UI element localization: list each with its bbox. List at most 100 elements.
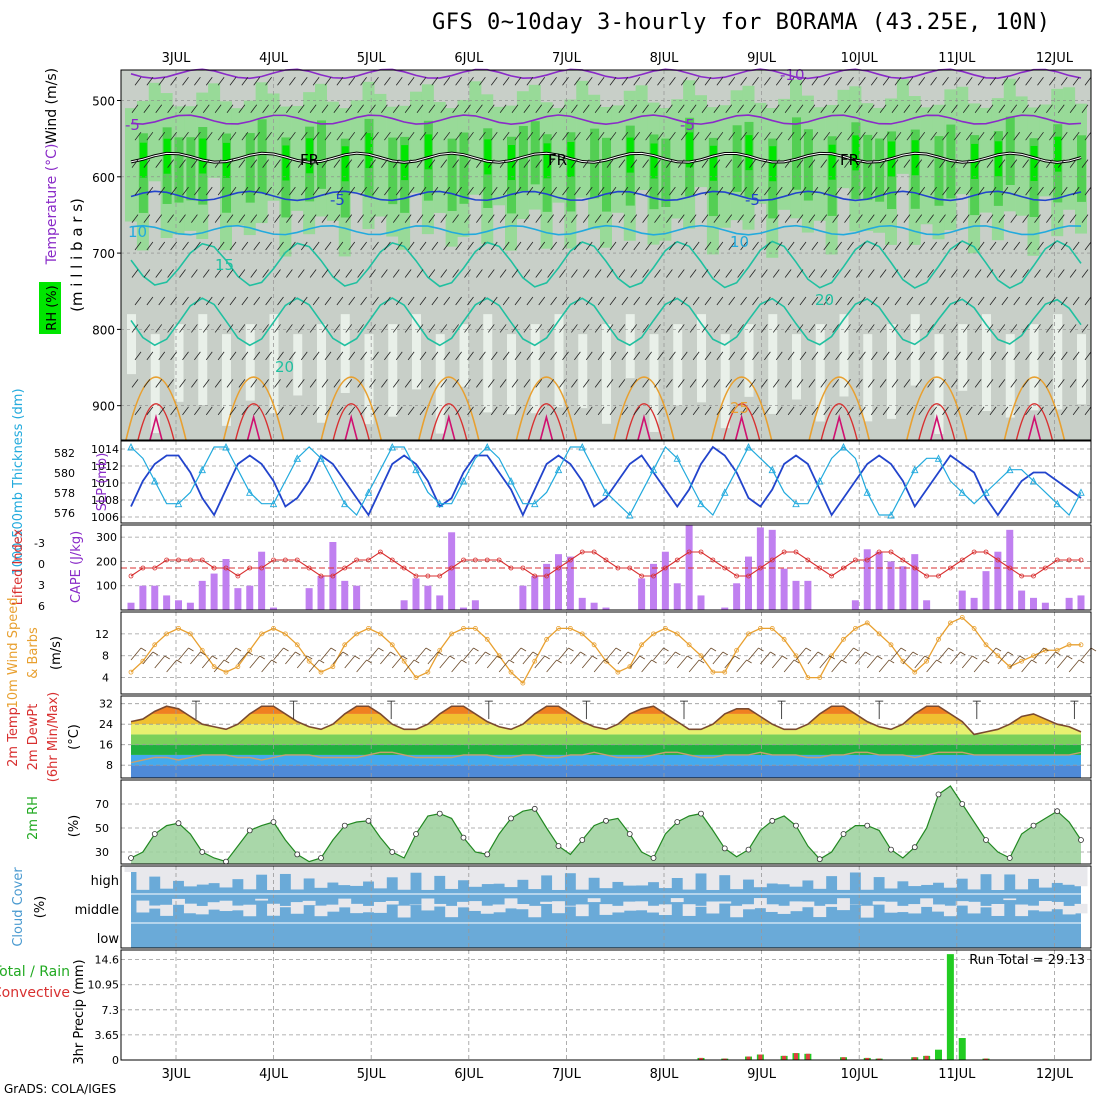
upper-wind-barb [787, 77, 795, 86]
upper-wind-barb [847, 351, 854, 361]
upper-wind-barb [787, 241, 795, 251]
lifted-marker [876, 549, 882, 555]
upper-wind-barb [879, 379, 887, 388]
upper-wind-barb [645, 186, 652, 196]
upper-wind-barb [951, 379, 958, 388]
upper-wind-barb [811, 241, 819, 251]
rh-dry-cell [839, 314, 849, 397]
upper-wind-barb [764, 296, 771, 306]
upper-wind-barb [716, 77, 724, 86]
wind-speed-marker [757, 626, 763, 631]
thickness-marker [507, 476, 515, 485]
upper-wind-barb [882, 186, 890, 196]
rh-moist-cell [1015, 96, 1028, 216]
cape-bar [1018, 590, 1026, 610]
upper-wind-barb [879, 214, 887, 223]
upper-wind-barb [974, 214, 982, 223]
upper-wind-barb [704, 296, 712, 306]
isotherm-35-arc [539, 413, 554, 441]
surface-wind-barb [748, 647, 759, 661]
cloud-high-gap [706, 866, 720, 890]
rh-moist-cell [291, 106, 304, 211]
thickness-marker [341, 499, 349, 508]
upper-wind-barb [942, 77, 949, 86]
upper-wind-barb [238, 269, 246, 278]
cloud-mid-gap [706, 901, 720, 914]
thickness-marker [839, 442, 848, 451]
surface-wind-barb-feather [532, 651, 539, 656]
upper-wind-barb [856, 159, 863, 168]
wind-speed-marker [1066, 642, 1072, 648]
upper-wind-barb [416, 269, 424, 278]
rh-marker [223, 858, 229, 865]
rh-marker [555, 843, 562, 849]
lifted-marker [829, 573, 835, 579]
upper-wind-barb [286, 214, 293, 223]
surface-wind-barb [688, 659, 700, 673]
surface-wind-barb [724, 655, 736, 669]
wind-speed-marker [152, 642, 158, 648]
upper-wind-barb [1069, 159, 1077, 168]
upper-wind-barb [214, 324, 222, 333]
top-day-label: 7JUL [552, 51, 582, 66]
surface-wind-barb [154, 655, 166, 669]
rh-marker [983, 837, 989, 843]
cape-bar [697, 595, 705, 610]
upper-wind-barb [265, 131, 272, 141]
surface-wind-barb-feather [283, 647, 289, 652]
upper-wind-barb [440, 379, 448, 388]
upper-wind-barb [633, 296, 641, 306]
upper-wind-barb [345, 379, 353, 388]
upper-wind-barb [384, 241, 391, 251]
precip-total-bar [935, 1049, 942, 1060]
upper-wind-barb [348, 241, 356, 251]
lifted-marker [496, 557, 502, 563]
upper-wind-barb [253, 406, 261, 416]
rh-saturated-cell [306, 138, 314, 174]
upper-wind-barb [704, 241, 712, 251]
upper-wind-barb [487, 269, 495, 278]
lifted-tick-label: 3 [38, 579, 45, 592]
precip-frame [120, 949, 1092, 1061]
surface-wind-barb [296, 655, 308, 669]
upper-wind-barb [312, 296, 320, 306]
upper-wind-barb [360, 406, 367, 416]
rh-moist-cell [754, 102, 767, 204]
upper-wind-barb [538, 351, 546, 361]
rh-marker [294, 851, 301, 858]
cloud-high-gap [753, 866, 767, 888]
cloud-high-gap [848, 866, 862, 873]
wind-speed-marker [710, 669, 716, 675]
surface-wind-barb-feather [1031, 659, 1037, 664]
wind-speed-marker [484, 636, 490, 642]
surface-wind-barb-feather [627, 651, 634, 656]
upper-wind-barb [134, 296, 142, 306]
upper-wind-barb [336, 186, 344, 196]
upper-wind-barb [467, 351, 474, 361]
upper-wind-barb [333, 104, 341, 113]
cape-bar [685, 525, 693, 610]
upper-wind-barb [986, 159, 994, 168]
lifted-marker [306, 565, 312, 571]
surface-wind-barb [190, 651, 201, 665]
lifted-marker [1054, 557, 1060, 563]
lifted-marker [591, 549, 597, 555]
cloud-high-gap [219, 866, 233, 888]
lifted-label: Lifted Index [11, 528, 26, 605]
upper-wind-barb [182, 296, 189, 306]
upper-wind-barb [440, 214, 448, 223]
upper-wind-barb [609, 296, 617, 306]
upper-wind-barb [297, 159, 305, 168]
upper-wind-barb [882, 406, 890, 416]
cloud-mid-gap [160, 904, 174, 916]
upper-wind-barb [867, 214, 875, 223]
cloud-mid-gap [943, 905, 957, 917]
upper-wind-barb [490, 77, 498, 86]
wind-speed-marker [662, 626, 668, 631]
upper-wind-barb [333, 379, 341, 388]
rh-dry-cell [815, 324, 825, 422]
upper-wind-barb [372, 406, 379, 416]
cloud-high-gap [445, 866, 459, 889]
surface-wind-barb [225, 647, 237, 661]
rh-wet-cell [459, 132, 469, 204]
